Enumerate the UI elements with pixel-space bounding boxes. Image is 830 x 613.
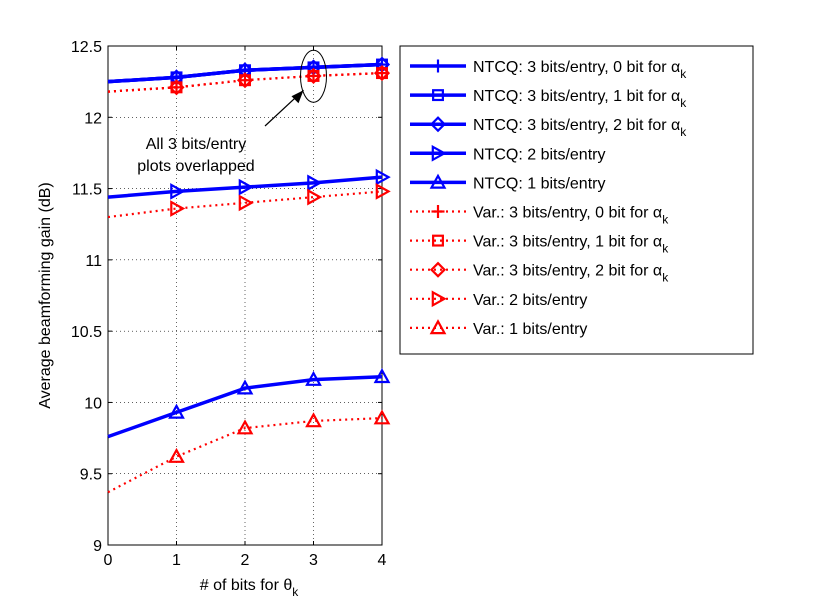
series-point <box>373 409 391 425</box>
annotation: All 3 bits/entry plots overlapped <box>137 49 327 175</box>
legend-entry-6: Var.: 3 bits/entry, 0 bit for αk <box>410 205 669 227</box>
legend-marker <box>431 290 447 308</box>
series-point <box>305 412 322 428</box>
legend-label: Var.: 2 bits/entry <box>473 292 587 309</box>
series-point <box>307 188 323 206</box>
legend-label-sub: k <box>662 271 669 285</box>
series-point <box>375 183 391 200</box>
series-5 <box>107 368 391 439</box>
series-point <box>168 79 185 96</box>
y-tick-label: 9.5 <box>80 467 102 484</box>
legend-entry-7: Var.: 3 bits/entry, 1 bit for αk <box>410 234 669 256</box>
series-point <box>168 403 185 419</box>
series-point <box>238 178 254 196</box>
series-9 <box>107 183 391 219</box>
annotation-ellipse <box>300 49 327 103</box>
series-point <box>170 183 186 200</box>
legend-box <box>399 45 754 355</box>
legend-marker <box>431 59 445 73</box>
legend-label: Var.: 3 bits/entry, 1 bit for αk <box>473 234 669 256</box>
legend-marker <box>429 173 447 189</box>
legend-marker <box>429 261 447 278</box>
legend-marker <box>429 116 447 133</box>
legend-label-sub: k <box>680 67 687 81</box>
grid <box>108 46 382 545</box>
legend-entry-4: NTCQ: 2 bits/entry <box>410 144 605 163</box>
series-point <box>305 67 322 84</box>
series-point <box>236 419 254 435</box>
series-point <box>238 194 254 212</box>
y-axis-label: Average beamforming gain (dB) <box>37 182 54 409</box>
legend-label: Var.: 3 bits/entry, 2 bit for αk <box>473 263 669 285</box>
series-line <box>107 417 383 494</box>
series-point <box>305 370 322 386</box>
series-point <box>170 200 186 217</box>
legend-marker <box>431 205 445 218</box>
legend-entry-8: Var.: 3 bits/entry, 2 bit for αk <box>410 261 669 285</box>
y-tick-label: 11 <box>85 253 102 270</box>
annotation-text: plots overlapped <box>137 158 254 175</box>
series-line <box>107 71 383 93</box>
series-line <box>107 62 383 84</box>
series-point <box>236 72 254 89</box>
x-axis-label-sub: k <box>292 585 299 599</box>
x-axis-label: # of bits for θk <box>200 577 300 599</box>
series-point <box>375 168 391 186</box>
x-tick-label: 1 <box>172 552 181 569</box>
legend-entry-3: NTCQ: 3 bits/entry, 2 bit for αk <box>410 116 687 139</box>
series-layer <box>107 56 391 494</box>
annotation-arrowhead <box>291 90 304 104</box>
y-tick-label: 10 <box>84 395 102 412</box>
legend-entry-1: NTCQ: 3 bits/entry, 0 bit for αk <box>410 59 687 81</box>
series-8 <box>107 65 391 96</box>
legend-label-sub: k <box>680 96 687 110</box>
legend-entry-10: Var.: 1 bits/entry <box>410 319 587 338</box>
legend-label: Var.: 3 bits/entry, 0 bit for αk <box>473 205 669 227</box>
series-line <box>107 375 383 439</box>
legend-marker <box>431 144 447 162</box>
series-point <box>307 174 323 192</box>
series-line <box>107 175 383 199</box>
legend-label: NTCQ: 1 bits/entry <box>473 175 605 192</box>
legend-label-sub: k <box>680 125 687 139</box>
series-line <box>107 190 383 219</box>
series-4 <box>107 168 391 200</box>
legend-entry-9: Var.: 2 bits/entry <box>410 290 587 309</box>
x-tick-label: 3 <box>309 552 318 569</box>
legend-label: NTCQ: 3 bits/entry, 1 bit for αk <box>473 88 687 110</box>
x-tick-label: 2 <box>241 552 250 569</box>
x-tick-label: 4 <box>378 552 387 569</box>
legend-marker <box>432 89 444 102</box>
legend: NTCQ: 3 bits/entry, 0 bit for αk NTCQ: 3 … <box>399 45 754 355</box>
legend-label-sub: k <box>662 242 669 256</box>
legend-entry-5: NTCQ: 1 bits/entry <box>410 173 605 192</box>
legend-entry-2: NTCQ: 3 bits/entry, 1 bit for αk <box>410 88 687 110</box>
legend-marker <box>429 319 447 335</box>
axis-labels: # of bits for θk Average beamforming gain… <box>37 182 299 599</box>
legend-label: NTCQ: 3 bits/entry, 2 bit for αk <box>473 117 687 139</box>
y-tick-label: 12.5 <box>71 39 102 56</box>
annotation-text: All 3 bits/entry <box>146 136 246 153</box>
series-point <box>373 65 391 82</box>
y-tick-label: 9 <box>93 538 102 555</box>
series-point <box>373 368 391 384</box>
legend-label-sub: k <box>662 213 669 227</box>
y-tick-label: 11.5 <box>72 182 102 199</box>
series-10 <box>107 409 391 494</box>
series-point <box>376 67 388 80</box>
legend-label: NTCQ: 3 bits/entry, 0 bit for αk <box>473 59 687 81</box>
y-tick-label: 10.5 <box>71 324 102 341</box>
y-tick-label: 12 <box>84 110 102 127</box>
series-point <box>168 447 185 463</box>
series-point <box>236 379 254 395</box>
legend-label: Var.: 1 bits/entry <box>473 321 587 338</box>
legend-marker <box>432 234 444 247</box>
x-tick-label: 0 <box>104 552 113 569</box>
legend-label: NTCQ: 2 bits/entry <box>473 146 605 163</box>
